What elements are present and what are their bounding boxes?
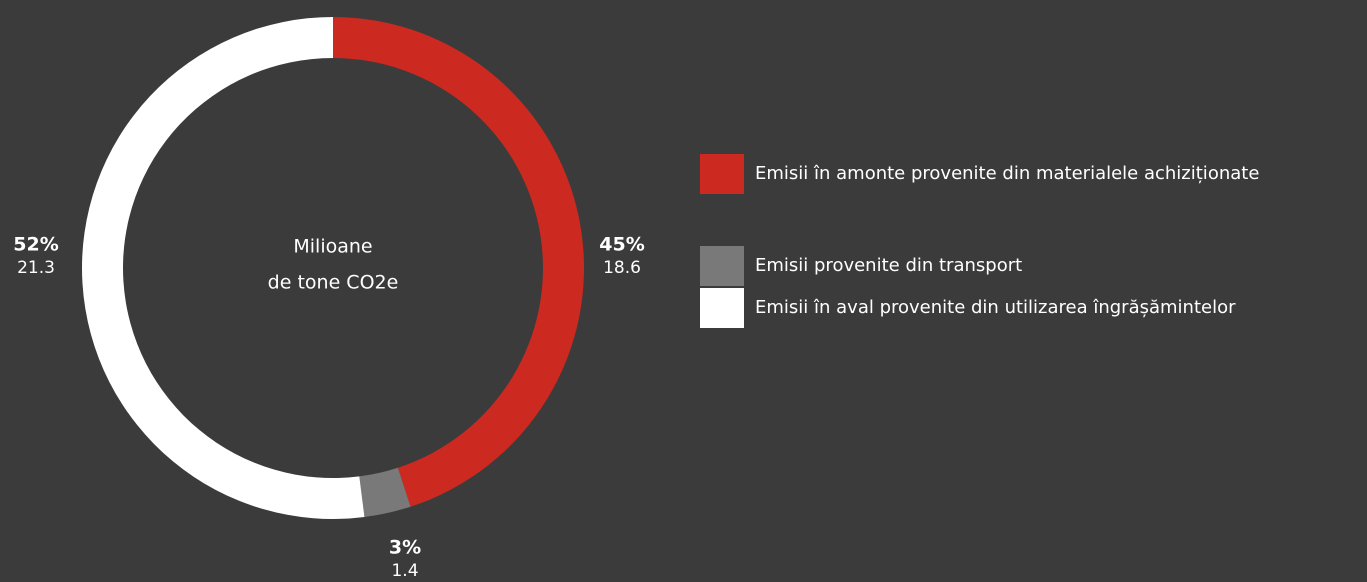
legend-label: Emisii în aval provenite din utilizarea … [755, 297, 1236, 318]
donut-segment [359, 467, 411, 518]
percent-label: 52% [13, 234, 58, 256]
center-label: Milioane [293, 236, 372, 258]
amount-label: 18.6 [603, 258, 641, 278]
legend-swatch [700, 288, 744, 328]
donut-segment [333, 17, 585, 507]
legend-label: Emisii provenite din transport [755, 255, 1022, 276]
legend-swatch [700, 154, 744, 194]
amount-label: 1.4 [391, 561, 418, 581]
center-label: de tone CO2e [268, 272, 399, 294]
percent-label: 3% [389, 537, 421, 559]
percent-label: 45% [599, 234, 644, 256]
amount-label: 21.3 [17, 258, 55, 278]
legend-swatch [700, 246, 744, 286]
legend-label: Emisii în amonte provenite din materiale… [755, 163, 1259, 184]
donut-segment [82, 17, 365, 519]
